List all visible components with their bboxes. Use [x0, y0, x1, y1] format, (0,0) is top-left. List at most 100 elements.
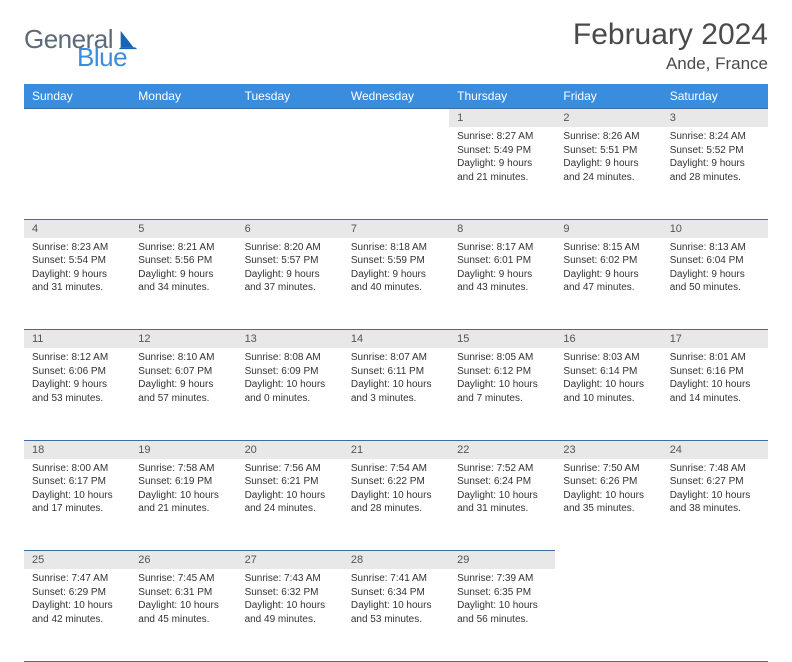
daylight-line: Daylight: 9 hours and 57 minutes.	[138, 379, 213, 404]
sunset-line: Sunset: 5:52 PM	[670, 145, 744, 156]
daylight-line: Daylight: 10 hours and 38 minutes.	[670, 490, 751, 515]
day-number: 18	[24, 440, 130, 459]
day-header-sunday: Sunday	[24, 84, 130, 109]
day-content: Sunrise: 8:12 AMSunset: 6:06 PMDaylight:…	[24, 348, 130, 411]
day-number: 21	[343, 440, 449, 459]
sunset-line: Sunset: 6:29 PM	[32, 587, 106, 598]
day-content: Sunrise: 8:00 AMSunset: 6:17 PMDaylight:…	[24, 459, 130, 522]
day-number: 23	[555, 440, 661, 459]
sunrise-line: Sunrise: 7:43 AM	[245, 573, 321, 584]
daylight-line: Daylight: 10 hours and 49 minutes.	[245, 600, 326, 625]
sunrise-line: Sunrise: 8:18 AM	[351, 242, 427, 253]
daylight-line: Daylight: 9 hours and 37 minutes.	[245, 269, 320, 294]
day-cell	[237, 127, 343, 219]
daynum-row: 11121314151617	[24, 330, 768, 349]
day-number: 6	[237, 219, 343, 238]
brand-text-blue: Blue	[77, 42, 127, 73]
day-cell: Sunrise: 7:47 AMSunset: 6:29 PMDaylight:…	[24, 569, 130, 661]
week-row: Sunrise: 8:12 AM Sunset: 6:06 PM Daylight:…	[24, 348, 768, 440]
day-cell: Sunrise: 8:26 AMSunset: 5:51 PMDaylight:…	[555, 127, 661, 219]
sunrise-line: Sunrise: 8:10 AM	[138, 352, 214, 363]
location-label: Ande, France	[573, 54, 768, 74]
daylight-line: Daylight: 10 hours and 14 minutes.	[670, 379, 751, 404]
sunset-line: Sunset: 6:06 PM	[32, 366, 106, 377]
day-content: Sunrise: 7:48 AMSunset: 6:27 PMDaylight:…	[662, 459, 768, 522]
day-content: Sunrise: 8:26 AMSunset: 5:51 PMDaylight:…	[555, 127, 661, 190]
day-number: 5	[130, 219, 236, 238]
day-header-wednesday: Wednesday	[343, 84, 449, 109]
daynum-row: 2526272829	[24, 551, 768, 570]
sunrise-line: Sunrise: 7:54 AM	[351, 463, 427, 474]
day-cell	[555, 569, 661, 661]
daylight-line: Daylight: 10 hours and 31 minutes.	[457, 490, 538, 515]
sunset-line: Sunset: 6:16 PM	[670, 366, 744, 377]
sunrise-line: Sunrise: 8:15 AM	[563, 242, 639, 253]
sunrise-line: Sunrise: 7:48 AM	[670, 463, 746, 474]
sunset-line: Sunset: 5:57 PM	[245, 255, 319, 266]
sunset-line: Sunset: 6:32 PM	[245, 587, 319, 598]
sunset-line: Sunset: 6:34 PM	[351, 587, 425, 598]
sunset-line: Sunset: 5:54 PM	[32, 255, 106, 266]
day-content: Sunrise: 8:15 AMSunset: 6:02 PMDaylight:…	[555, 238, 661, 301]
day-number: 20	[237, 440, 343, 459]
day-content: Sunrise: 7:56 AMSunset: 6:21 PMDaylight:…	[237, 459, 343, 522]
day-content: Sunrise: 8:18 AMSunset: 5:59 PMDaylight:…	[343, 238, 449, 301]
title-block: February 2024 Ande, France	[573, 18, 768, 74]
day-number	[237, 109, 343, 128]
sunrise-line: Sunrise: 8:00 AM	[32, 463, 108, 474]
day-content: Sunrise: 8:20 AMSunset: 5:57 PMDaylight:…	[237, 238, 343, 301]
day-cell: Sunrise: 7:41 AMSunset: 6:34 PMDaylight:…	[343, 569, 449, 661]
day-number: 25	[24, 551, 130, 570]
day-cell: Sunrise: 8:01 AMSunset: 6:16 PMDaylight:…	[662, 348, 768, 440]
day-header-thursday: Thursday	[449, 84, 555, 109]
header: General Blue February 2024 Ande, France	[24, 18, 768, 74]
day-header-tuesday: Tuesday	[237, 84, 343, 109]
sunrise-line: Sunrise: 8:26 AM	[563, 131, 639, 142]
day-content: Sunrise: 7:39 AMSunset: 6:35 PMDaylight:…	[449, 569, 555, 632]
day-cell: Sunrise: 8:15 AMSunset: 6:02 PMDaylight:…	[555, 238, 661, 330]
day-number: 12	[130, 330, 236, 349]
daynum-row: 18192021222324	[24, 440, 768, 459]
day-content: Sunrise: 7:58 AMSunset: 6:19 PMDaylight:…	[130, 459, 236, 522]
day-content: Sunrise: 8:03 AMSunset: 6:14 PMDaylight:…	[555, 348, 661, 411]
week-row: Sunrise: 8:00 AM Sunset: 6:17 PM Daylight:…	[24, 459, 768, 551]
sunset-line: Sunset: 5:49 PM	[457, 145, 531, 156]
daylight-line: Daylight: 9 hours and 21 minutes.	[457, 158, 532, 183]
day-number	[662, 551, 768, 570]
day-number: 8	[449, 219, 555, 238]
daylight-line: Daylight: 9 hours and 47 minutes.	[563, 269, 638, 294]
daylight-line: Daylight: 9 hours and 31 minutes.	[32, 269, 107, 294]
day-number: 16	[555, 330, 661, 349]
sunrise-line: Sunrise: 7:50 AM	[563, 463, 639, 474]
month-title: February 2024	[573, 18, 768, 52]
day-number: 19	[130, 440, 236, 459]
day-content: Sunrise: 8:23 AMSunset: 5:54 PMDaylight:…	[24, 238, 130, 301]
daylight-line: Daylight: 10 hours and 35 minutes.	[563, 490, 644, 515]
day-cell: Sunrise: 8:03 AMSunset: 6:14 PMDaylight:…	[555, 348, 661, 440]
sunrise-line: Sunrise: 7:41 AM	[351, 573, 427, 584]
sunset-line: Sunset: 6:04 PM	[670, 255, 744, 266]
sunset-line: Sunset: 6:11 PM	[351, 366, 424, 377]
day-cell	[343, 127, 449, 219]
day-number	[555, 551, 661, 570]
day-cell: Sunrise: 8:10 AMSunset: 6:07 PMDaylight:…	[130, 348, 236, 440]
day-number: 2	[555, 109, 661, 128]
sunrise-line: Sunrise: 8:12 AM	[32, 352, 108, 363]
sunrise-line: Sunrise: 8:05 AM	[457, 352, 533, 363]
sunset-line: Sunset: 6:01 PM	[457, 255, 531, 266]
day-cell: Sunrise: 8:07 AMSunset: 6:11 PMDaylight:…	[343, 348, 449, 440]
day-cell: Sunrise: 8:13 AMSunset: 6:04 PMDaylight:…	[662, 238, 768, 330]
day-number	[130, 109, 236, 128]
day-number	[343, 109, 449, 128]
sunrise-line: Sunrise: 8:07 AM	[351, 352, 427, 363]
sunset-line: Sunset: 6:26 PM	[563, 476, 637, 487]
day-cell: Sunrise: 7:45 AMSunset: 6:31 PMDaylight:…	[130, 569, 236, 661]
day-cell: Sunrise: 8:20 AMSunset: 5:57 PMDaylight:…	[237, 238, 343, 330]
daylight-line: Daylight: 10 hours and 21 minutes.	[138, 490, 219, 515]
day-number: 13	[237, 330, 343, 349]
sunset-line: Sunset: 6:17 PM	[32, 476, 106, 487]
daylight-line: Daylight: 10 hours and 7 minutes.	[457, 379, 538, 404]
day-cell: Sunrise: 8:24 AMSunset: 5:52 PMDaylight:…	[662, 127, 768, 219]
week-row: Sunrise: 7:47 AMSunset: 6:29 PMDaylight:…	[24, 569, 768, 661]
day-number: 4	[24, 219, 130, 238]
